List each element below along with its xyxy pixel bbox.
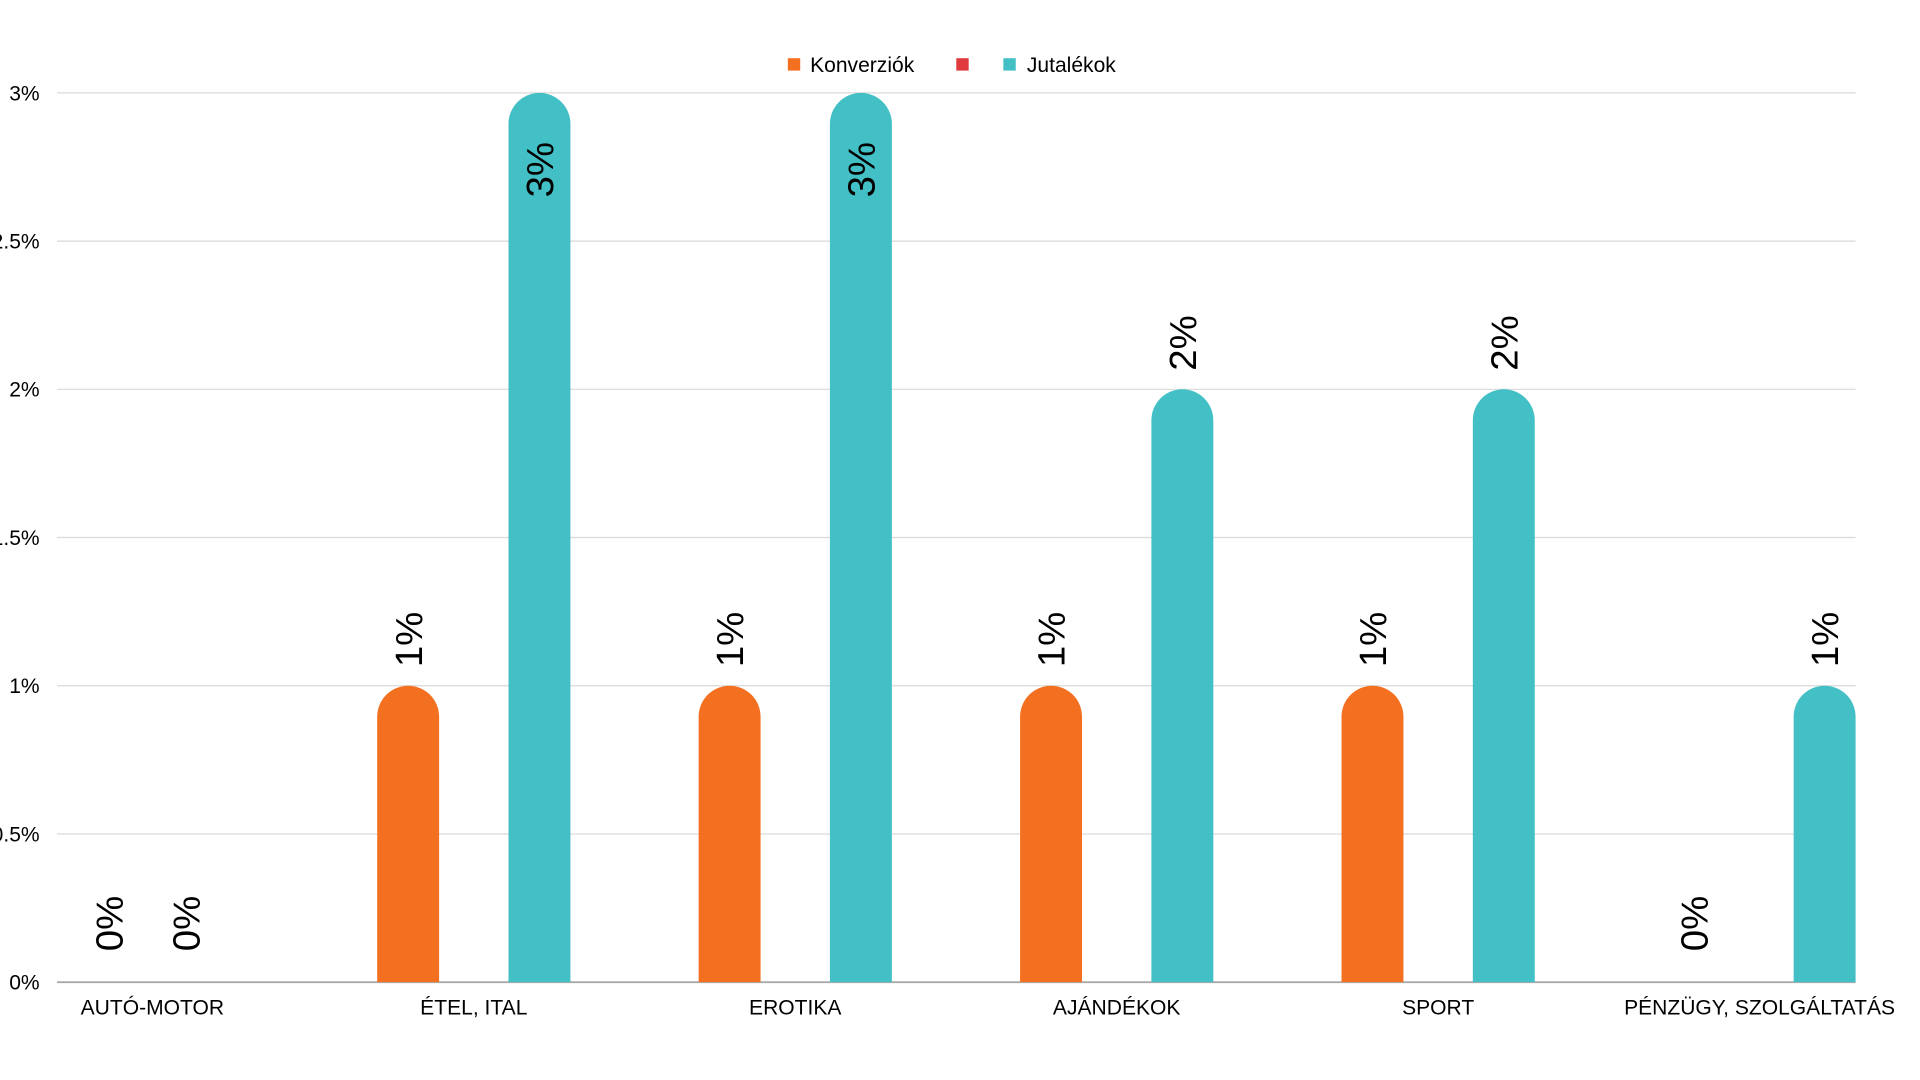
legend: Konverziók Jutalékok [787, 54, 1116, 77]
bar-jutalekok [508, 92, 571, 983]
category-label: EROTIKA [749, 996, 841, 1019]
bars [377, 92, 1856, 983]
legend-label: Jutalékok [1027, 54, 1116, 77]
y-tick-label: 1% [9, 675, 39, 698]
data-label: 3% [841, 142, 884, 197]
y-axis-ticks: 0% 0.5% 1% 1.5% 2% 2.5% 3% [0, 82, 40, 994]
category-label: SPORT [1402, 996, 1474, 1019]
data-label: 2% [1483, 315, 1526, 370]
bar-konverziok [1020, 685, 1083, 983]
category-label: AJÁNDÉKOK [1053, 996, 1180, 1019]
bar-konverziok [377, 685, 440, 983]
y-tick-label: 2.5% [0, 231, 40, 254]
legend-swatch [956, 58, 969, 71]
bar-jutalekok [829, 92, 892, 983]
y-tick-label: 3% [9, 82, 39, 105]
bar-jutalekok [1151, 389, 1214, 983]
legend-label: Konverziók [810, 54, 915, 77]
legend-swatch [787, 58, 801, 71]
data-label: 1% [1352, 612, 1395, 667]
data-label: 1% [709, 612, 752, 667]
data-label: 3% [519, 142, 562, 197]
data-label: 0% [165, 896, 208, 951]
bar-konverziok [698, 685, 761, 983]
y-tick-label: 2% [9, 379, 39, 402]
data-labels: 0% 0% 1% 3% 1% 3% 1% 2% 1% 2% 0% 1% [89, 142, 1848, 951]
x-axis-categories: AUTÓ-MOTOR ÉTEL, ITAL EROTIKA AJÁNDÉKOK SPOR… [81, 996, 1895, 1019]
data-label: 0% [1674, 896, 1717, 951]
y-tick-label: 1.5% [0, 527, 40, 550]
category-label: PÉNZÜGY, SZOLGÁLTATÁS [1624, 996, 1895, 1019]
data-label: 2% [1162, 315, 1205, 370]
bar-konverziok [1341, 685, 1404, 983]
data-label: 0% [89, 896, 132, 951]
legend-swatch [1003, 58, 1016, 71]
y-tick-label: 0% [9, 972, 39, 995]
y-tick-label: 0.5% [0, 823, 40, 846]
gridlines [56, 92, 1856, 984]
category-label: ÉTEL, ITAL [420, 996, 527, 1019]
data-label: 1% [1804, 612, 1847, 667]
bar-jutalekok [1793, 685, 1856, 983]
data-label: 1% [388, 612, 431, 667]
category-label: AUTÓ-MOTOR [81, 996, 224, 1019]
data-label: 1% [1031, 612, 1074, 667]
bar-jutalekok [1472, 389, 1535, 983]
